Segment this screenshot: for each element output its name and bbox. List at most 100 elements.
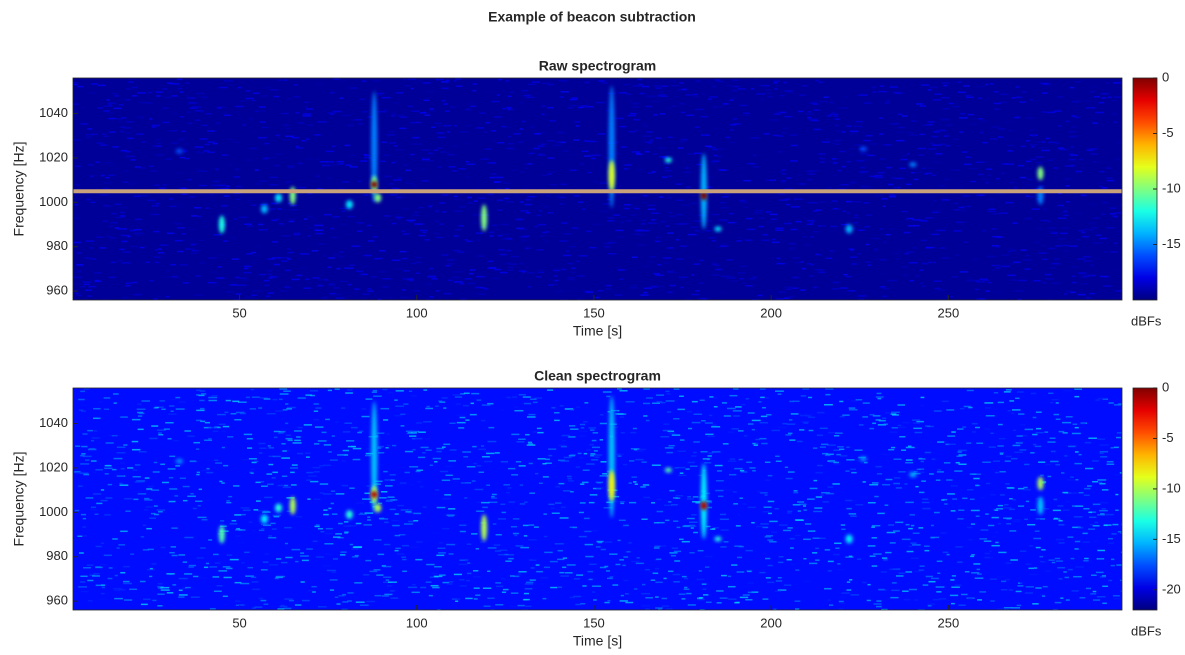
noise [87, 295, 92, 297]
noise [951, 276, 959, 278]
noise [469, 413, 477, 416]
noise [971, 422, 978, 425]
noise [86, 198, 91, 201]
noise [275, 576, 283, 579]
noise [519, 101, 524, 104]
noise [362, 498, 371, 500]
noise [415, 143, 420, 145]
noise [838, 448, 845, 451]
noise [793, 490, 798, 492]
noise [518, 393, 526, 396]
signal [608, 160, 615, 192]
noise [790, 547, 794, 549]
noise [325, 418, 330, 421]
noise [389, 508, 396, 511]
noise [770, 531, 777, 533]
noise [80, 463, 90, 465]
noise [641, 219, 646, 222]
noise [424, 437, 431, 440]
noise [317, 527, 323, 530]
noise [1019, 435, 1028, 437]
noise [620, 594, 624, 597]
noise [191, 215, 198, 217]
noise [181, 193, 187, 196]
noise [734, 545, 743, 547]
noise [911, 247, 918, 249]
noise [933, 200, 937, 202]
colorbar-label: dBFs [1131, 623, 1162, 638]
noise [459, 282, 465, 285]
noise [808, 201, 818, 204]
noise [944, 178, 951, 181]
noise [970, 555, 975, 558]
noise [1022, 91, 1027, 93]
noise [114, 227, 119, 229]
noise [1114, 242, 1118, 244]
noise [793, 491, 799, 494]
noise [629, 460, 635, 462]
noise [1013, 261, 1021, 264]
noise [818, 537, 826, 540]
noise [306, 548, 313, 550]
noise [709, 396, 714, 398]
noise [686, 153, 695, 155]
noise [175, 203, 184, 205]
noise [593, 450, 598, 452]
noise [869, 555, 876, 557]
noise [126, 137, 133, 140]
noise [977, 573, 982, 575]
noise [898, 471, 906, 473]
noise [663, 162, 670, 165]
noise [1081, 231, 1085, 234]
noise [839, 150, 846, 153]
noise [1086, 107, 1096, 109]
noise [1015, 590, 1022, 593]
noise [157, 429, 167, 431]
noise [827, 159, 831, 162]
noise [581, 150, 589, 153]
noise [469, 269, 476, 271]
noise [268, 455, 275, 458]
noise [247, 225, 254, 227]
noise [921, 262, 929, 265]
noise [978, 97, 982, 100]
noise [728, 575, 732, 578]
noise [425, 90, 435, 93]
noise [1000, 588, 1008, 591]
noise [127, 467, 134, 469]
noise [959, 131, 964, 133]
noise [205, 562, 210, 565]
noise [124, 599, 133, 601]
noise [229, 558, 239, 561]
noise [580, 483, 585, 485]
noise [1007, 251, 1011, 253]
noise [354, 554, 359, 557]
noise [1016, 96, 1023, 99]
noise [379, 518, 389, 520]
noise [446, 131, 451, 133]
noise [674, 467, 679, 469]
noise [1105, 513, 1114, 516]
noise [107, 112, 114, 114]
noise [976, 298, 986, 300]
noise [285, 434, 291, 436]
noise [263, 482, 267, 485]
noise [122, 170, 128, 172]
noise [377, 432, 385, 434]
noise [523, 167, 527, 169]
noise [317, 121, 327, 123]
noise [489, 176, 495, 179]
noise [73, 139, 79, 141]
noise [800, 395, 807, 397]
noise [91, 506, 96, 509]
noise [261, 485, 268, 487]
noise [137, 415, 143, 417]
noise [706, 500, 712, 502]
noise [584, 402, 589, 404]
noise [459, 585, 467, 587]
noise [301, 599, 310, 602]
noise [792, 276, 801, 278]
noise [918, 569, 924, 571]
noise [636, 153, 643, 156]
noise [400, 194, 407, 196]
